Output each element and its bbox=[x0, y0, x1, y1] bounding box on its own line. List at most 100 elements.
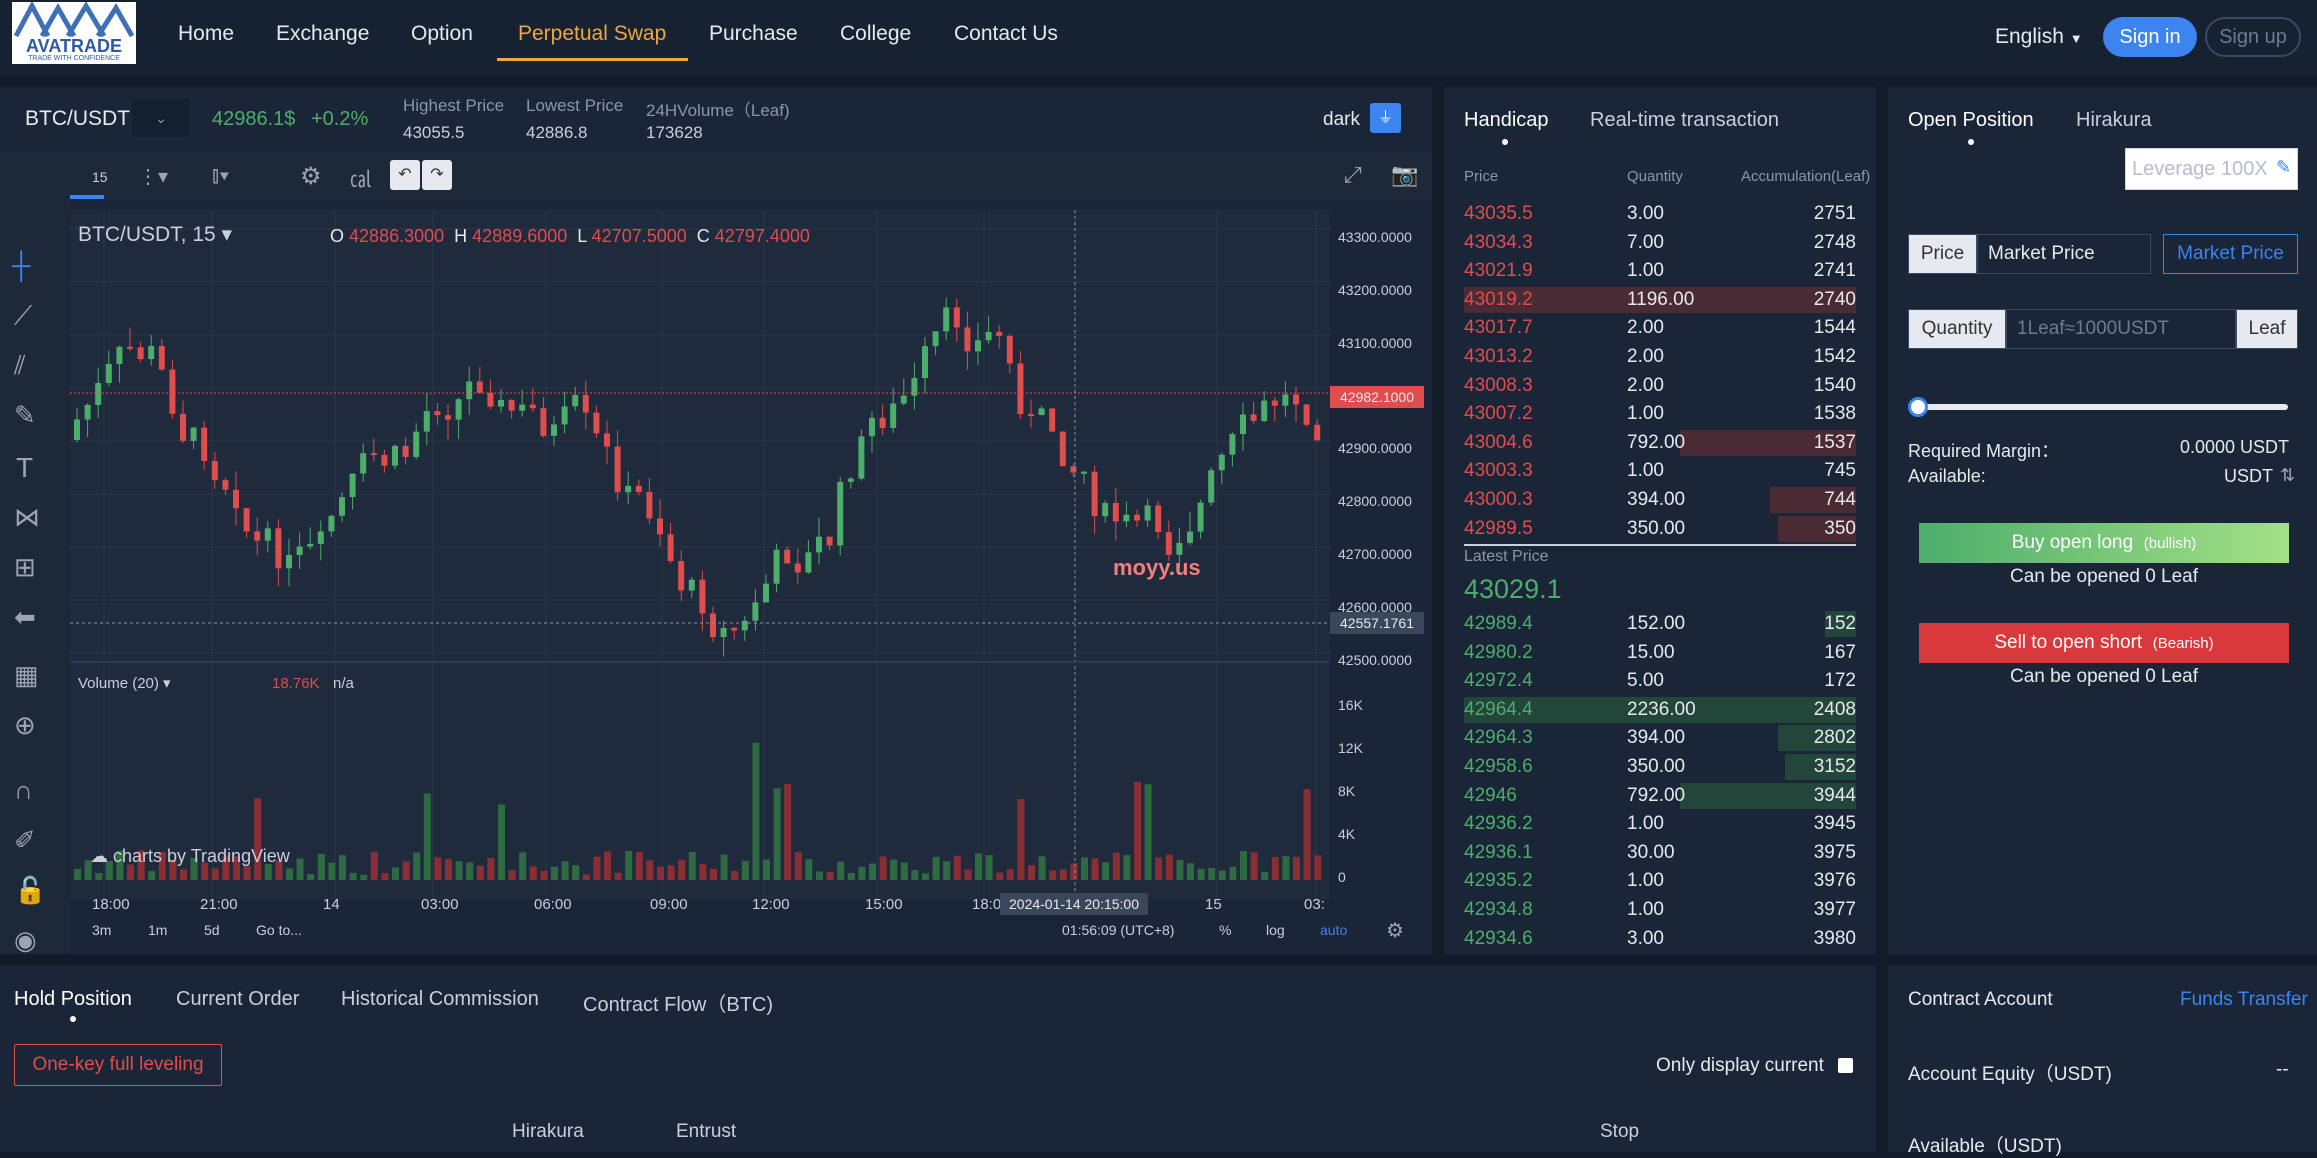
price-chart[interactable] bbox=[70, 210, 1432, 954]
nav-college[interactable]: College bbox=[840, 22, 912, 45]
tab-hirakura[interactable]: Hirakura bbox=[2076, 109, 2152, 131]
book-row[interactable]: 42946 792.00 3944 bbox=[1464, 782, 1856, 810]
volume-indicator-label[interactable]: Volume (20) ▾ bbox=[78, 675, 171, 692]
volume-bar bbox=[922, 873, 929, 880]
text-icon[interactable]: T bbox=[16, 452, 34, 483]
nav-home[interactable]: Home bbox=[178, 22, 235, 45]
logo[interactable]: AVATRADE TRADE WITH CONFIDENCE bbox=[12, 0, 136, 64]
pattern-icon[interactable]: ⋈ bbox=[14, 502, 40, 532]
book-row[interactable]: 42934.6 3.00 3980 bbox=[1464, 925, 1856, 953]
nav-exchange[interactable]: Exchange bbox=[276, 22, 370, 45]
leverage-field[interactable]: Leverage 100X ✎ bbox=[2125, 148, 2298, 190]
swap-icon[interactable]: ⇅ bbox=[2280, 465, 2296, 485]
book-row[interactable]: 43007.2 1.00 1538 bbox=[1464, 400, 1856, 428]
sign-up-button[interactable]: Sign up bbox=[2205, 17, 2301, 57]
book-row[interactable]: 42989.5 350.00 350 bbox=[1464, 515, 1856, 543]
book-row[interactable]: 42964.3 394.00 2802 bbox=[1464, 724, 1856, 752]
eye-icon[interactable]: ◉ bbox=[14, 925, 37, 955]
interval-select[interactable]: 15 bbox=[92, 169, 108, 185]
log-toggle[interactable]: log bbox=[1266, 922, 1285, 938]
chart-symbol-title[interactable]: BTC/USDT, 15 ▾ bbox=[78, 223, 233, 246]
nav-contact-us[interactable]: Contact Us bbox=[954, 22, 1058, 45]
book-row[interactable]: 42934.8 1.00 3977 bbox=[1464, 896, 1856, 924]
candle bbox=[1229, 434, 1236, 455]
language-select[interactable]: English ▼ bbox=[1995, 25, 2083, 49]
funds-transfer-link[interactable]: Funds Transfer bbox=[2180, 989, 2308, 1010]
tab-realtime[interactable]: Real-time transaction bbox=[1590, 109, 1779, 131]
trendline-icon[interactable]: ⟋ bbox=[14, 300, 33, 330]
percent-toggle[interactable]: % bbox=[1219, 922, 1232, 938]
crosshair-icon[interactable]: ┼ bbox=[12, 250, 31, 280]
book-row[interactable]: 42972.4 5.00 172 bbox=[1464, 667, 1856, 695]
goto-button[interactable]: Go to... bbox=[256, 922, 302, 938]
book-row[interactable]: 43035.5 3.00 2751 bbox=[1464, 200, 1856, 228]
range-3m[interactable]: 3m bbox=[92, 922, 112, 938]
book-row[interactable]: 42936.1 30.00 3975 bbox=[1464, 839, 1856, 867]
book-row[interactable]: 42958.6 350.00 3152 bbox=[1464, 753, 1856, 781]
fullscreen-icon[interactable]: ⤢ bbox=[1344, 162, 1362, 187]
camera-icon[interactable]: 📷 bbox=[1391, 162, 1419, 187]
low-label: Lowest Price bbox=[526, 96, 624, 115]
lock-draw-icon[interactable]: ✐ bbox=[14, 825, 36, 855]
measure-icon[interactable]: ⊞ bbox=[14, 552, 36, 582]
leverage-slider-handle[interactable] bbox=[1908, 397, 1928, 417]
fib-icon[interactable]: ⫽ bbox=[14, 350, 26, 380]
brush-icon[interactable]: ✎ bbox=[14, 400, 36, 430]
sign-in-button[interactable]: Sign in bbox=[2103, 17, 2197, 57]
candle bbox=[349, 473, 356, 498]
tab-hold-position[interactable]: Hold Position bbox=[14, 988, 132, 1010]
book-row[interactable]: 43003.3 1.00 745 bbox=[1464, 457, 1856, 485]
auto-toggle[interactable]: auto bbox=[1320, 922, 1348, 938]
arrow-left-icon[interactable]: ⬅ bbox=[14, 602, 36, 632]
nav-purchase[interactable]: Purchase bbox=[709, 22, 798, 45]
book-row[interactable]: 42936.2 1.00 3945 bbox=[1464, 810, 1856, 838]
range-1m[interactable]: 1m bbox=[148, 922, 168, 938]
price-input[interactable]: Market Price bbox=[1977, 234, 2151, 274]
gear-icon[interactable]: ⚙ bbox=[1386, 920, 1404, 942]
market-price-button[interactable]: Market Price bbox=[2163, 234, 2298, 274]
price-axis-label: 42600.0000 bbox=[1338, 599, 1412, 615]
nav-option[interactable]: Option bbox=[411, 22, 473, 45]
pair-dropdown[interactable]: ⌄ bbox=[132, 99, 190, 137]
range-5d[interactable]: 5d bbox=[204, 922, 220, 938]
zoom-icon[interactable]: ⊕ bbox=[14, 710, 36, 740]
gear-icon[interactable]: ⚙ bbox=[300, 163, 322, 190]
nav-perpetual-swap[interactable]: Perpetual Swap bbox=[518, 22, 667, 45]
volume-bar bbox=[370, 851, 378, 880]
book-row[interactable]: 43013.2 2.00 1542 bbox=[1464, 343, 1856, 371]
ruler-icon[interactable]: ▦ bbox=[14, 660, 39, 690]
theme-toggle-icon[interactable]: ⏚ bbox=[1370, 103, 1401, 133]
quantity-input[interactable]: 1Leaf≈1000USDT bbox=[2006, 309, 2236, 349]
book-row[interactable]: 42989.4 152.00 152 bbox=[1464, 610, 1856, 638]
lock-icon[interactable]: 🔓 bbox=[14, 875, 47, 905]
indicators-icon[interactable]: ㎈ bbox=[350, 167, 373, 192]
book-row[interactable]: 42964.4 2236.00 2408 bbox=[1464, 696, 1856, 724]
book-row[interactable]: 43008.3 2.00 1540 bbox=[1464, 372, 1856, 400]
book-row[interactable]: 42980.2 15.00 167 bbox=[1464, 639, 1856, 667]
magnet-icon[interactable]: ∩ bbox=[14, 775, 33, 805]
leverage-slider-track[interactable] bbox=[1918, 404, 2288, 410]
redo-icon[interactable]: ↷ bbox=[422, 160, 452, 190]
book-row[interactable]: 43034.3 7.00 2748 bbox=[1464, 229, 1856, 257]
tradingview-attribution[interactable]: ☁ charts by TradingView bbox=[90, 846, 290, 867]
book-row[interactable]: 43000.3 394.00 744 bbox=[1464, 486, 1856, 514]
tab-contract-flow[interactable]: Contract Flow（BTC) bbox=[583, 994, 774, 1016]
buy-open-long-button[interactable]: Buy open long (bullish) bbox=[1919, 523, 2289, 563]
only-current-checkbox[interactable] bbox=[1838, 1058, 1853, 1073]
book-row[interactable]: 43021.9 1.00 2741 bbox=[1464, 257, 1856, 285]
tab-handicap[interactable]: Handicap bbox=[1464, 109, 1549, 131]
one-key-leveling-button[interactable]: One-key full leveling bbox=[14, 1044, 222, 1086]
book-row[interactable]: 43004.6 792.00 1537 bbox=[1464, 429, 1856, 457]
book-row[interactable]: 42935.2 1.00 3976 bbox=[1464, 867, 1856, 895]
tab-open-position[interactable]: Open Position bbox=[1908, 109, 2034, 131]
tab-current-order[interactable]: Current Order bbox=[176, 988, 300, 1010]
book-row[interactable]: 43017.7 2.00 1544 bbox=[1464, 314, 1856, 342]
tab-historical-commission[interactable]: Historical Commission bbox=[341, 988, 539, 1010]
candle bbox=[582, 395, 589, 413]
candle-type-icon[interactable]: ⫾▾ bbox=[212, 162, 230, 187]
more-icon[interactable]: ⋮▾ bbox=[138, 166, 169, 188]
undo-icon[interactable]: ↶ bbox=[390, 160, 420, 190]
book-row[interactable]: 43019.2 1196.00 2740 bbox=[1464, 286, 1856, 314]
sell-open-short-button[interactable]: Sell to open short (Bearish) bbox=[1919, 623, 2289, 663]
chevron-down-icon[interactable]: ⌄ bbox=[14, 923, 35, 950]
